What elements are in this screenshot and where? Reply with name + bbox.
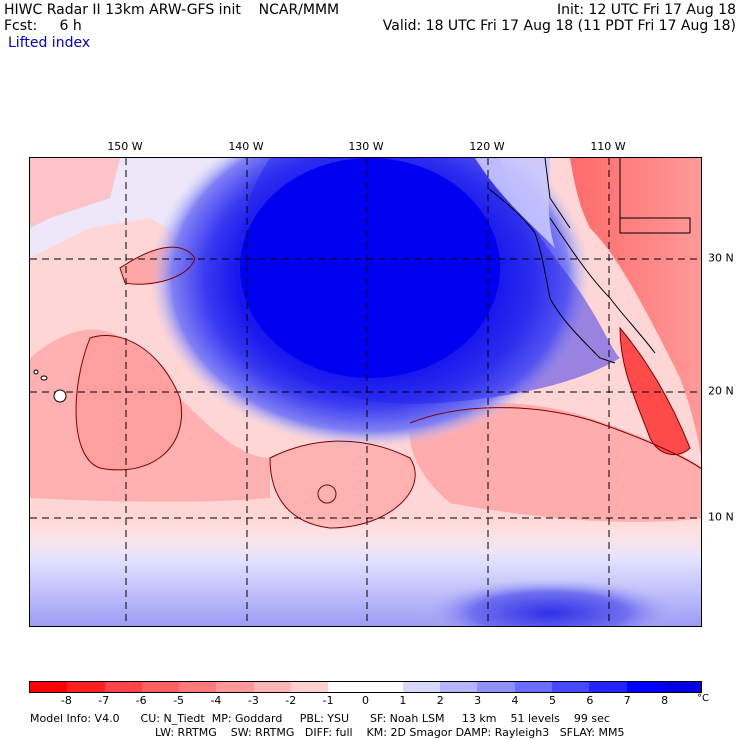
lifted-index-map: [29, 157, 702, 627]
map-svg: [30, 158, 701, 626]
lat-lon-grid: [30, 158, 701, 626]
colorbar-tick-label: 2: [436, 694, 444, 707]
coastlines: [487, 158, 691, 364]
colorbar-segment: [328, 682, 366, 692]
colorbar-tick-label: 0: [362, 694, 369, 707]
colorbar-unit: °C: [697, 693, 709, 704]
colorbar-tick-label: -5: [173, 694, 185, 707]
colorbar-segment: [402, 682, 441, 692]
california-stable-area: [475, 158, 555, 248]
colorbar-tick-label: 3: [474, 694, 482, 707]
colorbar-segment: [253, 682, 291, 692]
hawaii-islands: [33, 369, 67, 403]
colorbar-tick-label: 6: [586, 694, 594, 707]
valid-time: Valid: 18 UTC Fri 17 Aug 18 (11 PDT Fri …: [382, 18, 736, 34]
colorbar-segment: [365, 682, 403, 692]
stable-high-center: [240, 158, 500, 378]
colorbar-tick-label: -1: [322, 694, 334, 707]
colorbar-segment: [141, 682, 180, 692]
colorbar-segment: [477, 682, 515, 692]
colorbar-tick-label: -4: [210, 694, 222, 707]
lat-label-30n: 30 N: [708, 251, 734, 265]
unstable-core-west: [76, 335, 182, 470]
colorbar-tick-label: -3: [247, 694, 259, 707]
colorbar-segment: [514, 682, 552, 692]
colorbar-segment: [30, 682, 68, 692]
lat-label-20n: 20 N: [708, 384, 734, 398]
colorbar-segment: [290, 682, 329, 692]
unstable-band-central: [270, 441, 416, 528]
lon-label-120w: 120 W: [469, 140, 505, 153]
lat-label-10n: 10 N: [708, 510, 734, 524]
colorbar-segment: [626, 682, 664, 692]
colorbar-tick-label: 7: [623, 694, 631, 707]
colorbar-tick-label: 5: [548, 694, 556, 707]
field-name: Lifted index: [8, 35, 91, 51]
colorbar-segment: [216, 682, 254, 692]
colorbar-tick-label: -6: [135, 694, 147, 707]
colorbar-segment: [551, 682, 590, 692]
colorbar-tick-label: -2: [285, 694, 297, 707]
forecast-hour: Fcst: 6 h: [4, 18, 82, 34]
colorbar-segment: [589, 682, 627, 692]
southern-stable-core: [420, 578, 680, 626]
coastal-unstable-max: [620, 328, 690, 455]
unstable-patch: [30, 158, 120, 228]
colorbar-segment: [440, 682, 478, 692]
init-time: Init: 12 UTC Fri 17 Aug 18: [556, 2, 736, 18]
colorbar-segment: [179, 682, 217, 692]
colorbar-segment: [663, 682, 702, 692]
lon-label-110w: 110 W: [590, 140, 626, 153]
colorbar-segment: [67, 682, 105, 692]
contours: [75, 246, 701, 529]
model-info-line-1: Model Info: V4.0 CU: N_Tiedt MP: Goddard…: [30, 712, 610, 725]
colorbar-tick-label: 1: [399, 694, 407, 707]
unstable-band-east: [409, 403, 701, 522]
lon-label-140w: 140 W: [228, 140, 264, 153]
colorbar-tick-label: 4: [511, 694, 519, 707]
colorbar-segment: [104, 682, 142, 692]
colorbar: [29, 681, 702, 693]
colorbar-tick-label: -8: [60, 694, 72, 707]
lon-label-150w: 150 W: [107, 140, 143, 153]
colorbar-tick-label: -7: [98, 694, 110, 707]
model-info-line-2: LW: RRTMG SW: RRTMG DIFF: full KM: 2D Sm…: [155, 726, 625, 739]
colorbar-tick-label: 8: [661, 694, 669, 707]
lon-label-130w: 130 W: [348, 140, 384, 153]
model-title: HIWC Radar II 13km ARW-GFS init NCAR/MMM: [4, 2, 340, 18]
